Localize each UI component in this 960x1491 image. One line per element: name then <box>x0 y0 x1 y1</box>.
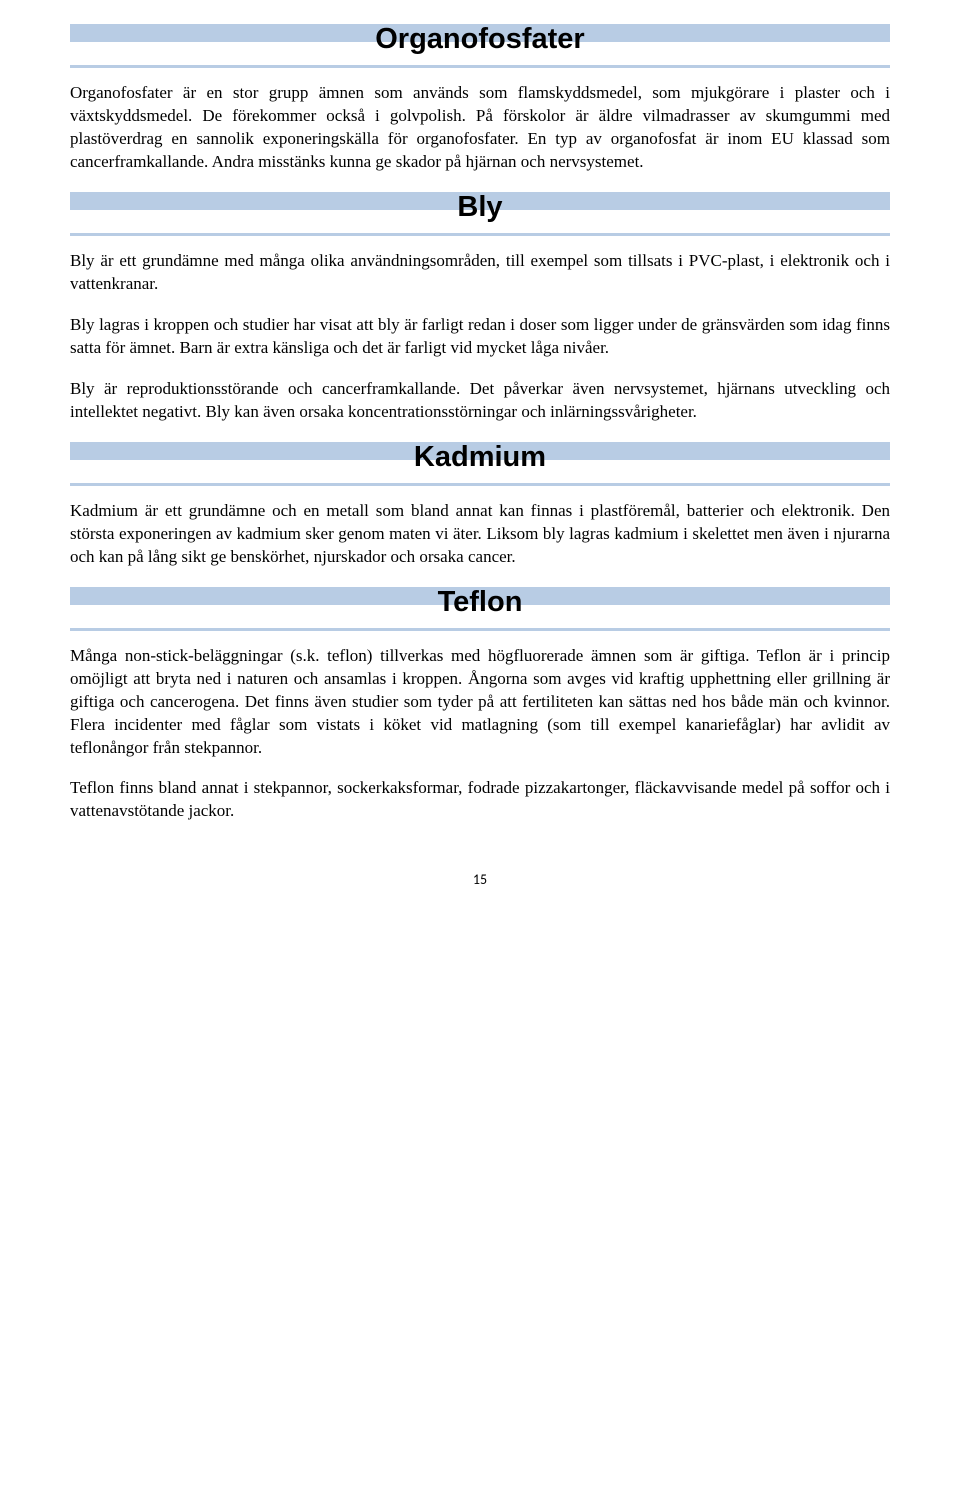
section-heading-bly: Bly <box>70 192 890 236</box>
heading-band-bottom <box>70 483 890 486</box>
section-heading-organofosfater: Organofosfater <box>70 24 890 68</box>
heading-title: Organofosfater <box>70 20 890 59</box>
paragraph: Många non-stick-beläggningar (s.k. teflo… <box>70 645 890 760</box>
paragraph: Kadmium är ett grundämne och en metall s… <box>70 500 890 569</box>
heading-title: Teflon <box>70 583 890 622</box>
paragraph: Teflon finns bland annat i stekpannor, s… <box>70 777 890 823</box>
heading-band-bottom <box>70 233 890 236</box>
heading-title: Bly <box>70 188 890 227</box>
paragraph: Bly är ett grundämne med många olika anv… <box>70 250 890 296</box>
section-heading-kadmium: Kadmium <box>70 442 890 486</box>
heading-band-bottom <box>70 628 890 631</box>
paragraph: Organofosfater är en stor grupp ämnen so… <box>70 82 890 174</box>
heading-band-bottom <box>70 65 890 68</box>
section-heading-teflon: Teflon <box>70 587 890 631</box>
paragraph: Bly lagras i kroppen och studier har vis… <box>70 314 890 360</box>
heading-title: Kadmium <box>70 438 890 477</box>
page-number: 15 <box>70 871 890 890</box>
paragraph: Bly är reproduktionsstörande och cancerf… <box>70 378 890 424</box>
